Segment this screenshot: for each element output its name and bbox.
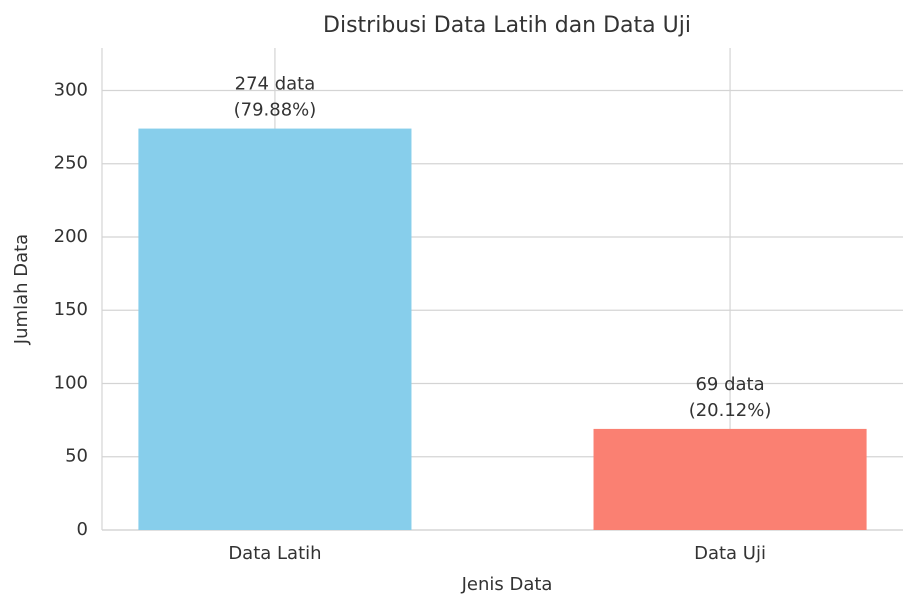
y-axis-label: Jumlah Data xyxy=(11,234,32,345)
y-tick-label: 200 xyxy=(54,226,88,247)
y-tick-label: 150 xyxy=(54,299,88,320)
chart-title: Distribusi Data Latih dan Data Uji xyxy=(323,13,691,38)
y-tick-label: 0 xyxy=(77,519,88,540)
bar xyxy=(593,428,867,530)
y-tick-label: 50 xyxy=(65,446,88,467)
value-label: 274 data xyxy=(235,74,316,95)
percent-label: (20.12%) xyxy=(689,400,772,421)
x-axis-label: Jenis Data xyxy=(461,574,553,595)
bar xyxy=(138,128,412,530)
x-tick-label: Data Latih xyxy=(228,543,321,564)
percent-label: (79.88%) xyxy=(234,100,317,121)
x-tick-label: Data Uji xyxy=(694,543,766,564)
y-tick-label: 300 xyxy=(54,79,88,100)
y-tick-label: 250 xyxy=(54,153,88,174)
y-tick-label: 100 xyxy=(54,372,88,393)
value-label: 69 data xyxy=(695,374,764,395)
